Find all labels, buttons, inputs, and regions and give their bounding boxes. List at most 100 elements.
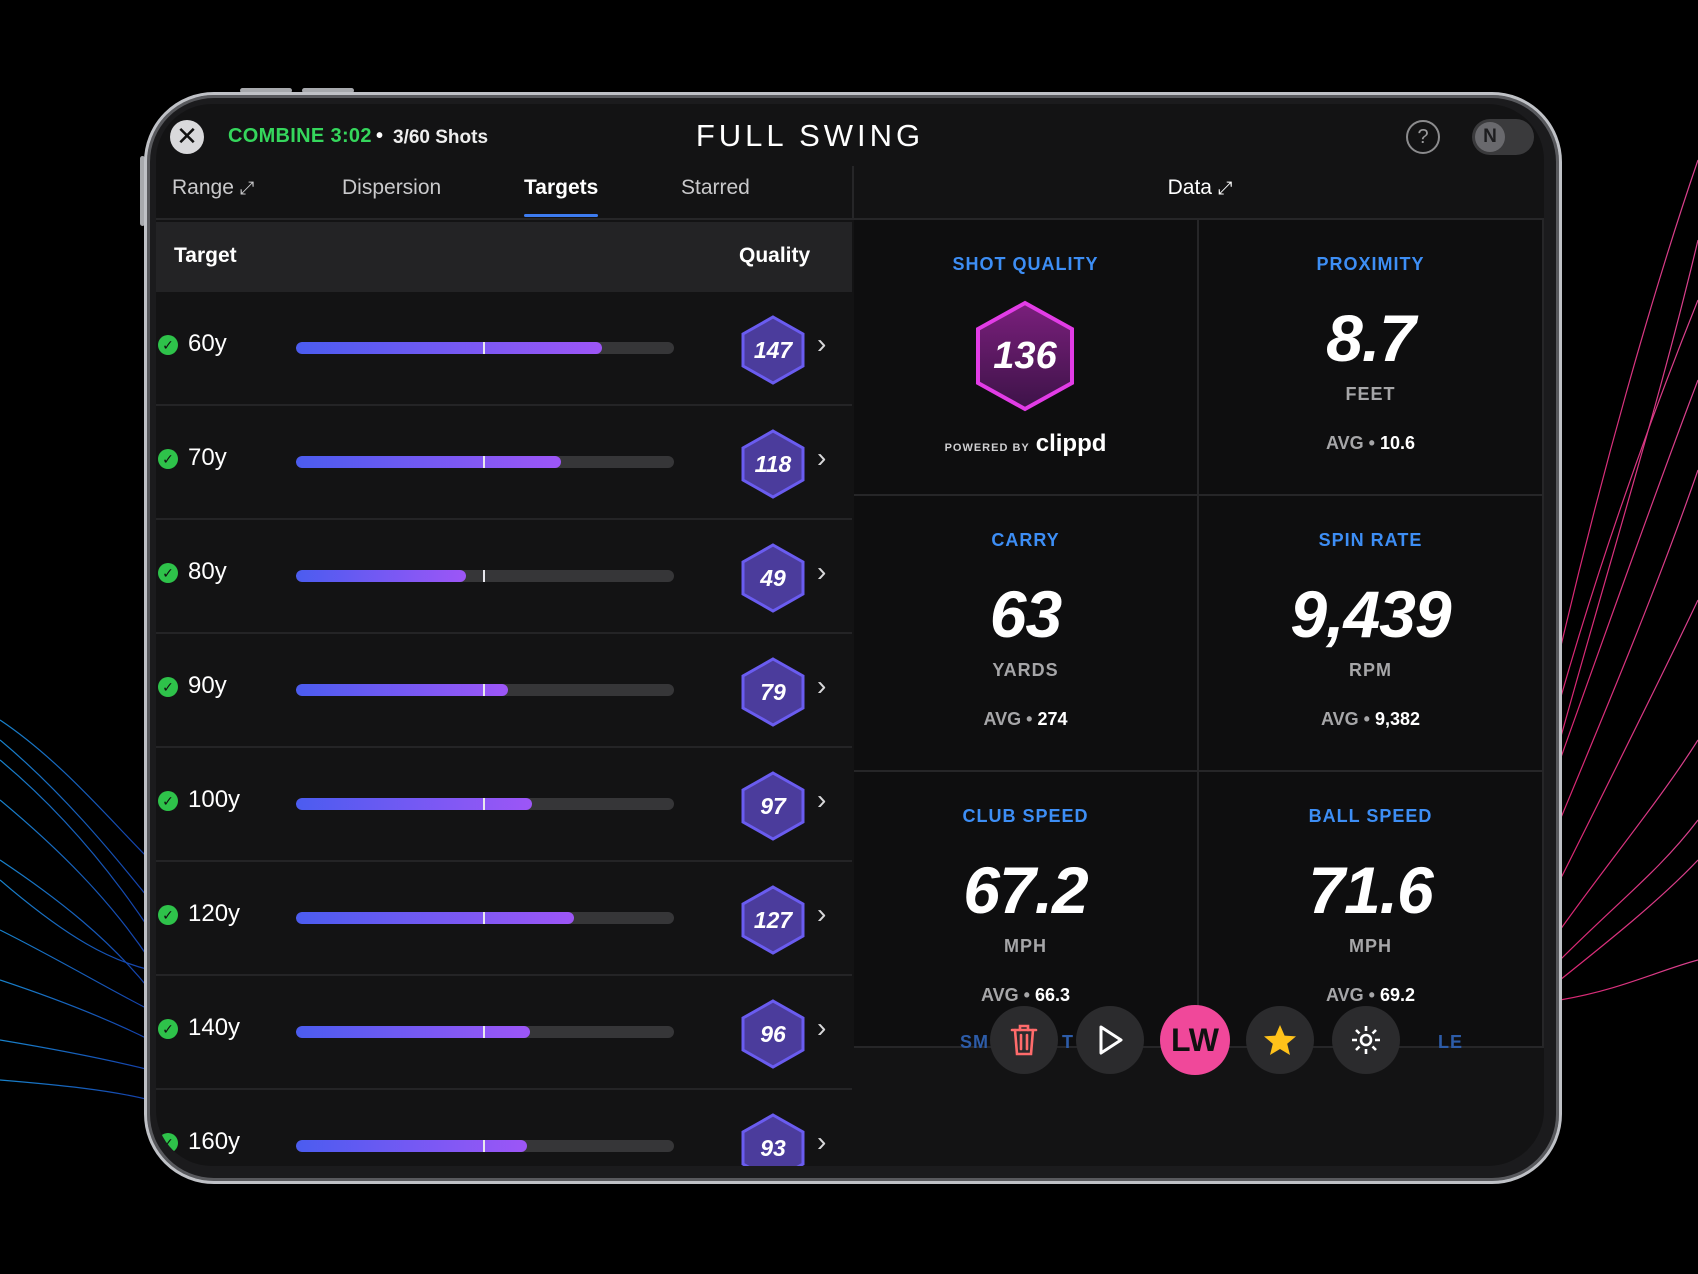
avg-value: 66.3 [1034,985,1071,1005]
check-icon: ✓ [158,449,178,469]
metric-label: PROXIMITY [1316,254,1425,274]
metric-proximity: PROXIMITY 8.7 FEET AVG • 10.6 [1199,220,1544,496]
quality-hex-badge: 118 [740,428,806,500]
quality-bar-fill [296,798,532,810]
quality-bar-track [296,570,674,582]
quality-hex-badge: 127 [740,884,806,956]
chevron-right-icon[interactable]: › [817,670,827,701]
chevron-right-icon[interactable]: › [817,1012,827,1043]
check-icon: ✓ [158,335,178,355]
metric-shot-quality: SHOT QUALITY 136 POWERED BY clippd [854,220,1199,496]
metric-label: BALL SPEED [1308,806,1433,826]
target-distance: 80y [188,558,227,585]
metric-value: 8.7 [1326,301,1416,375]
partial-metric-label: LE [1438,1032,1464,1052]
star-button[interactable] [1246,1006,1314,1074]
quality-score: 49 [760,565,786,591]
table-row[interactable]: ✓ 160y 93 › [156,1090,852,1166]
quality-bar-marker [483,684,485,696]
table-row[interactable]: ✓ 70y 118 › [156,406,852,520]
star-icon [1264,1024,1296,1055]
shot-quality-value: 136 [993,335,1057,377]
avg-value: 10.6 [1379,433,1416,453]
quality-bar-fill [296,1026,530,1038]
metric-carry: CARRY 63 YARDS AVG • 274 [854,496,1199,772]
tab-range[interactable]: Range ⤢ [172,176,254,200]
delete-button[interactable] [990,1006,1058,1074]
target-distance: 160y [188,1128,241,1155]
quality-hex-badge: 79 [740,656,806,728]
chevron-right-icon[interactable]: › [817,898,827,929]
replay-button[interactable] [1076,1006,1144,1074]
quality-bar-marker [483,1026,485,1038]
tab-dispersion-label: Dispersion [342,176,442,199]
quality-bar-fill [296,342,602,354]
powered-by: POWERED BY clippd [854,430,1197,458]
close-button[interactable]: ✕ [170,120,204,154]
expand-icon[interactable]: ⤢ [1217,178,1233,198]
expand-icon[interactable]: ⤢ [239,178,255,198]
help-icon[interactable]: ? [1406,120,1440,154]
metric-label: SHOT QUALITY [952,254,1099,274]
quality-score: 118 [754,451,792,477]
quality-bar-fill [296,570,466,582]
target-distance: 90y [188,672,227,699]
view-tabs: Range ⤢ Dispersion Targets Starred [156,166,852,220]
metric-average: AVG • 10.6 [1325,433,1416,453]
table-row[interactable]: ✓ 60y 147 › [156,292,852,406]
quality-bar-fill [296,912,574,924]
table-row[interactable]: ✓ 100y 97 › [156,748,852,862]
tab-targets-label: Targets [524,176,599,199]
quality-score: 97 [760,793,786,819]
table-row[interactable]: ✓ 120y 127 › [156,862,852,976]
target-distance: 140y [188,1014,241,1041]
mode-toggle[interactable]: N [1472,119,1534,155]
metric-value: 63 [989,577,1062,651]
quality-bar-marker [483,1140,485,1152]
table-row[interactable]: ✓ 80y 49 › [156,520,852,634]
settings-button[interactable] [1332,1006,1400,1074]
metric-average: AVG • 274 [983,709,1068,729]
quality-bar-track [296,684,674,696]
quality-bar-marker [483,570,485,582]
metric-ball-speed: BALL SPEED 71.6 MPH AVG • 69.2 [1199,772,1544,1048]
metric-unit: RPM [1349,660,1392,680]
gear-icon [1352,1025,1380,1054]
quality-bar-marker [483,798,485,810]
chevron-right-icon[interactable]: › [817,328,827,359]
combine-timer: 3:02 [330,125,372,147]
quality-bar-track [296,456,674,468]
chevron-right-icon[interactable]: › [817,784,827,815]
tab-starred-label: Starred [681,176,750,199]
quality-score: 79 [760,679,786,705]
metric-value: 71.6 [1308,853,1433,927]
check-icon: ✓ [158,677,178,697]
target-distance: 70y [188,444,227,471]
chevron-right-icon[interactable]: › [817,556,827,587]
avg-label: AVG [1320,709,1359,729]
chevron-right-icon[interactable]: › [817,1126,827,1157]
tab-starred[interactable]: Starred [681,176,750,200]
clippd-logo: clippd [1035,430,1107,457]
club-selector-button[interactable]: LW [1160,1005,1230,1075]
quality-bar-fill [296,456,561,468]
device-button [240,88,292,93]
data-panel-tab[interactable]: Data ⤢ [852,166,1544,220]
avg-label: AVG [980,985,1019,1005]
table-row[interactable]: ✓ 90y 79 › [156,634,852,748]
tab-targets[interactable]: Targets [524,176,599,217]
quality-bar-track [296,1026,674,1038]
active-tab-indicator [524,214,599,217]
quality-hex-badge: 93 [740,1112,806,1166]
quality-score: 147 [753,337,793,363]
metric-average: AVG • 66.3 [980,985,1071,1005]
avg-label: AVG [983,709,1022,729]
play-icon [1099,1025,1123,1055]
chevron-right-icon[interactable]: › [817,442,827,473]
table-row[interactable]: ✓ 140y 96 › [156,976,852,1090]
quality-hex-badge: 49 [740,542,806,614]
check-icon: ✓ [158,563,178,583]
tab-dispersion[interactable]: Dispersion [342,176,441,200]
metric-label: SPIN RATE [1318,530,1423,550]
metric-club-speed: CLUB SPEED 67.2 MPH AVG • 66.3 [854,772,1199,1048]
